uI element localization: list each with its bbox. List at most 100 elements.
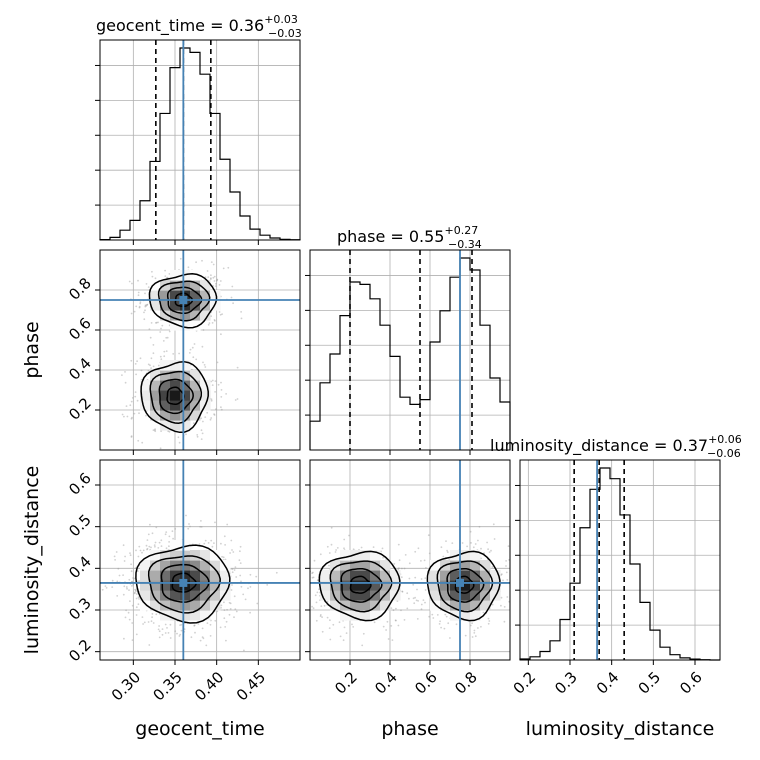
density-cell: [150, 300, 161, 311]
scatter-point: [124, 616, 127, 619]
scatter-point: [209, 278, 212, 280]
scatter-point: [146, 547, 149, 550]
density-cell: [440, 570, 451, 581]
scatter-point: [329, 638, 332, 641]
scatter-point: [249, 586, 252, 588]
density-cell: [340, 550, 351, 561]
scatter-point: [201, 432, 204, 435]
scatter-point: [231, 584, 233, 586]
scatter-point: [197, 623, 200, 625]
scatter-point: [126, 587, 128, 590]
scatter-point: [238, 559, 241, 562]
scatter-point: [428, 615, 431, 618]
scatter-point: [404, 554, 407, 556]
scatter-point: [136, 570, 139, 573]
scatter-point: [168, 430, 171, 433]
scatter-point: [148, 545, 151, 548]
density-cell: [430, 570, 441, 581]
panel-background: [310, 250, 510, 450]
scatter-point: [315, 619, 318, 622]
density-cell: [140, 390, 151, 401]
scatter-point: [321, 630, 324, 633]
density-cell: [380, 600, 391, 611]
scatter-point: [415, 599, 418, 602]
scatter-point: [116, 580, 119, 583]
scatter-point: [240, 580, 242, 583]
scatter-point: [159, 447, 162, 450]
tick-label-geocent-time-x: 0.35: [149, 668, 185, 704]
scatter-point: [224, 544, 227, 546]
scatter-point: [330, 543, 333, 546]
scatter-point: [343, 626, 346, 629]
scatter-point: [408, 577, 411, 580]
scatter-point: [114, 559, 116, 561]
scatter-point: [400, 609, 402, 612]
scatter-point: [137, 279, 139, 282]
density-cell: [180, 390, 191, 401]
scatter-point: [225, 639, 227, 642]
scatter-point: [493, 538, 496, 540]
scatter-point: [135, 549, 137, 552]
scatter-point: [352, 548, 355, 551]
scatter-point: [223, 601, 225, 604]
scatter-point: [91, 576, 93, 578]
scatter-point: [218, 311, 221, 313]
scatter-point: [146, 303, 149, 306]
marginal-panel-geocent-time: [95, 39, 301, 245]
scatter-point: [514, 577, 516, 579]
density-cell: [210, 290, 221, 301]
density-cell: [160, 370, 171, 381]
tick-label-luminosity-distance-y: 0.4: [65, 552, 95, 582]
panels-layer: [89, 39, 721, 665]
scatter-point: [488, 551, 491, 553]
scatter-point: [471, 636, 474, 638]
scatter-point: [159, 355, 162, 358]
density-cell: [170, 280, 181, 291]
scatter-point: [137, 294, 140, 297]
scatter-point: [203, 542, 206, 545]
scatter-point: [89, 631, 91, 633]
scatter-point: [160, 539, 163, 542]
scatter-point: [381, 547, 384, 550]
scatter-point: [96, 625, 98, 627]
scatter-point: [207, 542, 210, 544]
scatter-point: [505, 571, 508, 574]
scatter-point: [425, 567, 427, 569]
scatter-point: [165, 547, 168, 550]
title-sup: +0.03: [264, 13, 298, 26]
scatter-point: [400, 576, 403, 579]
histogram-step: [99, 47, 301, 241]
density-cell: [360, 560, 371, 571]
scatter-point: [202, 329, 205, 331]
density-cell: [170, 600, 181, 611]
scatter-point: [307, 605, 309, 607]
scatter-point: [130, 563, 133, 566]
scatter-point: [132, 583, 135, 586]
tick-label-phase-y: 0.2: [65, 394, 95, 424]
scatter-point: [442, 555, 445, 558]
scatter-point: [516, 591, 518, 593]
scatter-point: [338, 621, 341, 624]
density-cell: [170, 610, 181, 621]
scatter-point: [438, 623, 441, 625]
scatter-point: [215, 279, 218, 282]
scatter-point: [164, 632, 167, 634]
density-cell: [180, 540, 191, 551]
density-cell: [330, 580, 341, 591]
scatter-point: [134, 590, 137, 592]
density-cell: [200, 580, 211, 591]
density-cell: [360, 610, 371, 621]
scatter-point: [138, 545, 141, 548]
scatter-point: [166, 336, 169, 339]
scatter-point: [154, 430, 157, 433]
density-cell: [180, 610, 191, 621]
scatter-point: [163, 350, 166, 353]
density-cell: [440, 580, 451, 591]
scatter-point: [201, 627, 204, 630]
scatter-point: [219, 280, 222, 282]
scatter-point: [391, 639, 394, 641]
scatter-point: [478, 525, 481, 528]
scatter-point: [95, 588, 97, 590]
scatter-point: [137, 439, 140, 442]
contour-line: [149, 370, 203, 424]
